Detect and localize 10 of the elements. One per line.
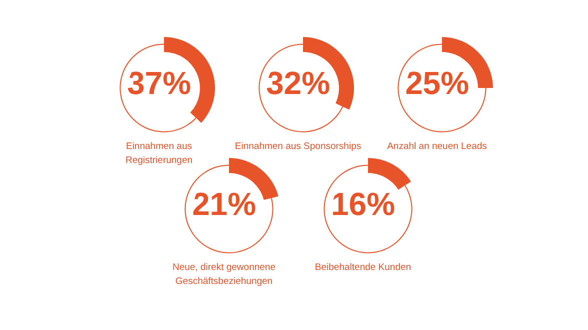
text: Neue, direkt gewonnene Geschäftsbeziehungen	[172, 261, 276, 289]
text: Beibehaltende Kunden	[314, 261, 412, 275]
text: 25%	[404, 65, 470, 101]
text: 32%	[266, 65, 330, 101]
text: Einnahmen aus Registrierungen	[124, 140, 194, 168]
text: 21%	[192, 186, 256, 222]
text: Einnahmen aus Sponsorships	[234, 140, 362, 154]
text: 16%	[330, 186, 396, 222]
text: 37%	[126, 65, 192, 101]
text: Anzahl an neuen Leads	[386, 140, 488, 154]
